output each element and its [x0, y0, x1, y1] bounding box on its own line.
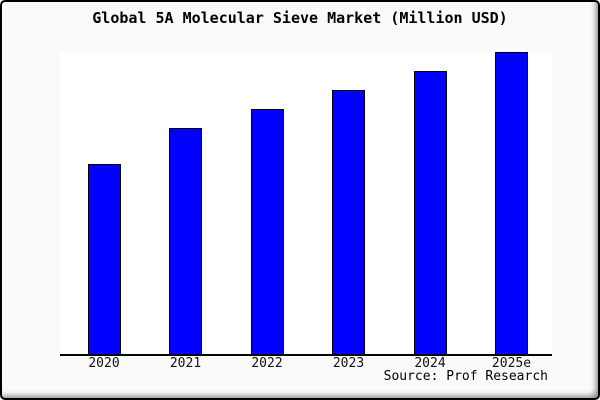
bar-2024: [413, 71, 447, 354]
source-attribution: Source: Prof Research: [383, 369, 548, 384]
bar-2021: [169, 127, 202, 354]
x-tick-label-2022: 2022: [251, 356, 283, 371]
bar-2023: [332, 90, 365, 354]
bar-2020: [87, 164, 121, 354]
x-tick-label-2024: 2024: [414, 356, 446, 371]
bar-2025e: [495, 52, 528, 354]
x-tick-label-2023: 2023: [332, 356, 365, 371]
x-tick-label-2025e: 2025e: [491, 356, 532, 371]
x-tick-label-2020: 2020: [88, 356, 120, 371]
plot-area: [60, 52, 552, 356]
chart-title: Global 5A Molecular Sieve Market (Millio…: [92, 9, 508, 27]
bar-2022: [250, 108, 284, 354]
x-tick-label-2021: 2021: [169, 356, 202, 371]
